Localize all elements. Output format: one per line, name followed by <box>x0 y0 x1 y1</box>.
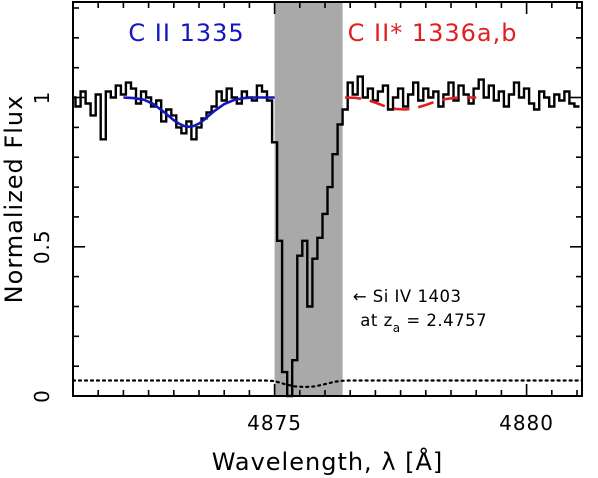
tick-layer <box>72 2 582 397</box>
ciistar-model-line <box>345 96 477 111</box>
cii-model-line <box>123 96 275 129</box>
annotation-text-rest: = 2.4757 <box>401 311 488 330</box>
y-tick-label: 0 <box>30 389 54 403</box>
y-tick-label: 0.5 <box>30 229 54 264</box>
x-axis-title: Wavelength, λ [Å] <box>212 447 444 476</box>
y-tick-label: 1 <box>30 91 54 105</box>
series-layer <box>71 75 584 398</box>
x-tick-label: 4880 <box>499 411 554 435</box>
error-spectrum-line <box>71 379 584 389</box>
x-tick-label: 4875 <box>247 411 302 435</box>
shaded-region <box>274 2 343 396</box>
siiv-annotation: ← Si IV 1403 <box>353 287 462 306</box>
annotation-layer: C II 1335 C II* 1336a,b ← Si IV 1403 at za … <box>128 19 518 335</box>
y-axis-title: Normalized Flux <box>0 95 28 304</box>
siiv-annotation: at za = 2.4757 <box>360 311 487 335</box>
flux-histogram-series <box>73 75 580 398</box>
annotation-text: at z <box>360 311 393 330</box>
tick-label-layer: 4875 4880 0 0.5 1 <box>30 91 554 435</box>
ciistar-label: C II* 1336a,b <box>348 19 518 47</box>
plot-frame <box>72 1 583 397</box>
cii-label: C II 1335 <box>128 19 244 47</box>
shaded-region-layer <box>274 2 343 396</box>
annotation-subscript: a <box>393 321 401 335</box>
